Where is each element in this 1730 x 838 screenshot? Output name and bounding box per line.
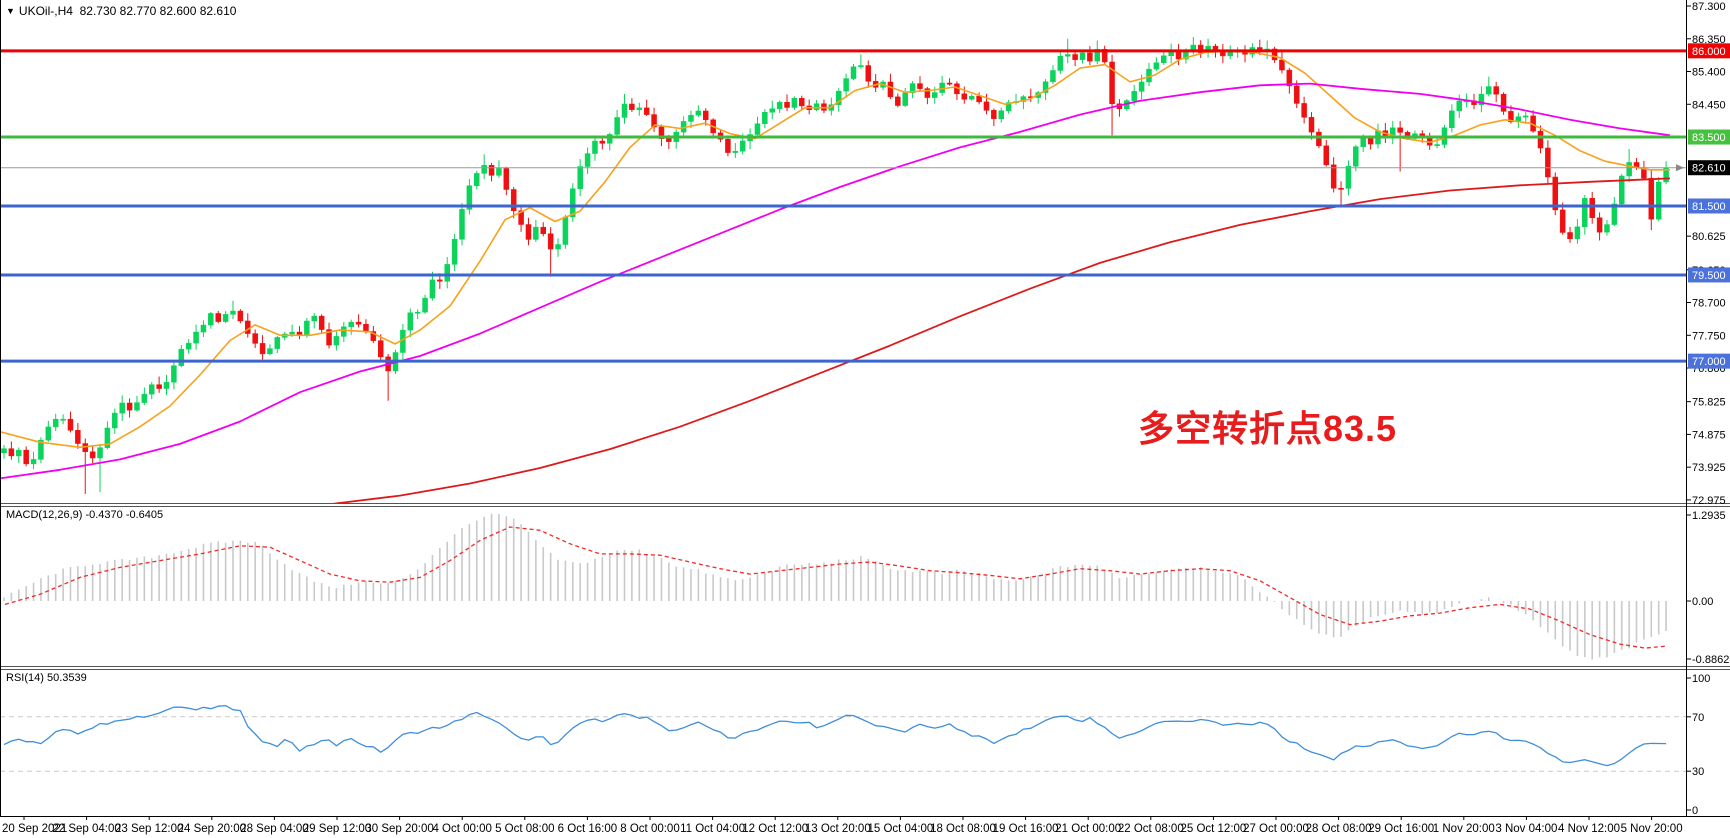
chart-annotation-text[interactable]: 多空转折点83.5 [1138,408,1398,449]
ohlc-values: 82.730 82.770 82.600 82.610 [79,4,237,18]
time-label: 3 Nov 04:00 [1495,823,1557,835]
price-tick-label: 74.875 [1692,429,1726,441]
time-label: 25 Oct 12:00 [1180,823,1246,835]
macd-axis-label: 1.2935 [1692,510,1726,522]
time-label: 27 Oct 00:00 [1243,823,1309,835]
symbol-period-label: UKOil-,H4 [18,4,73,18]
price-tick-label: 87.300 [1692,1,1726,13]
price-box-77.000 [1688,353,1730,369]
time-label: 4 Oct 00:00 [432,823,491,835]
time-label: 30 Sep 20:00 [365,823,433,835]
candles-layer [1,37,1669,494]
time-label: 19 Oct 16:00 [993,823,1059,835]
time-label: 6 Oct 16:00 [558,823,617,835]
macd-signal-line [4,526,1667,649]
macd-axis-label: 0.00 [1692,596,1713,608]
rsi-axis-label: 70 [1692,712,1704,724]
price-tick-label: 75.825 [1692,397,1726,409]
price-box-label: 81.500 [1692,201,1726,213]
time-label: 28 Sep 04:00 [240,823,308,835]
price-tick-label: 72.975 [1692,495,1726,507]
time-label: 23 Sep 12:00 [115,823,183,835]
rsi-axis-label: 30 [1692,766,1704,778]
main-price-pane[interactable] [0,37,1686,504]
rsi-axis-label: 100 [1692,673,1710,685]
time-label: 4 Nov 12:00 [1558,823,1620,835]
chart-header: ▼ UKOil-,H4 82.730 82.770 82.600 82.610 [6,4,236,18]
time-label: 29 Oct 16:00 [1368,823,1434,835]
price-axis: 87.30086.35085.40084.45080.62579.65078.7… [1686,1,1730,817]
price-box-86.000 [1688,43,1730,59]
price-box-79.500 [1688,267,1730,283]
price-box-83.500 [1688,129,1730,145]
macd-indicator-label: MACD(12,26,9) -0.4370 -0.6405 [6,509,164,521]
ma-slow-line [332,177,1671,503]
symbol-dropdown-icon[interactable]: ▼ [6,6,15,16]
price-tick-label: 85.400 [1692,67,1726,79]
time-label: 8 Oct 00:00 [620,823,679,835]
price-tick-label: 78.700 [1692,298,1726,310]
price-box-82.610 [1688,160,1730,176]
time-label: 28 Oct 08:00 [1306,823,1372,835]
time-label: 1 Nov 20:00 [1433,823,1495,835]
price-tick-label: 80.625 [1692,231,1726,243]
time-label: 5 Oct 08:00 [495,823,554,835]
price-box-label: 77.000 [1692,356,1726,368]
macd-axis-label: -0.8862 [1692,654,1729,666]
time-label: 21 Oct 00:00 [1055,823,1121,835]
time-label: 22 Oct 08:00 [1118,823,1184,835]
price-box-label: 79.500 [1692,270,1726,282]
time-label: 24 Sep 20:00 [178,823,246,835]
rsi-line [3,704,1667,767]
price-tick-label: 86.350 [1692,34,1726,46]
price-box-label: 82.610 [1692,163,1726,175]
time-label: 18 Oct 08:00 [930,823,996,835]
rsi-pane[interactable] [0,704,1686,772]
rsi-indicator-label: RSI(14) 50.3539 [6,672,87,684]
time-label: 22 Sep 04:00 [52,823,120,835]
time-label: 12 Oct 12:00 [742,823,808,835]
price-box-label: 83.500 [1692,132,1726,144]
time-label: 20 Sep 2021 [2,823,67,835]
price-box-81.500 [1688,198,1730,214]
ma-mid-line [0,82,1671,480]
current-price-arrow [1676,164,1684,172]
price-tick-label: 84.450 [1692,99,1726,111]
price-box-label: 86.000 [1692,46,1726,58]
time-label: 15 Oct 04:00 [867,823,933,835]
price-tick-label: 77.750 [1692,330,1726,342]
ma-fast-line [0,50,1670,449]
price-tick-label: 73.925 [1692,462,1726,474]
time-label: 13 Oct 20:00 [805,823,871,835]
time-label: 11 Oct 04:00 [680,823,745,835]
time-label: 29 Sep 12:00 [303,823,371,835]
rsi-axis-label: 0 [1692,805,1698,817]
macd-pane[interactable] [3,513,1667,660]
time-label: 5 Nov 20:00 [1621,823,1683,835]
